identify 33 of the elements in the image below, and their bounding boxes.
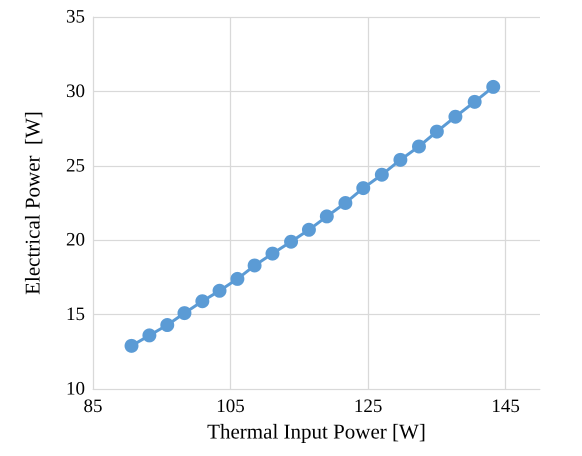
point xyxy=(412,139,426,154)
point xyxy=(195,294,210,308)
point xyxy=(230,272,244,286)
x-tick-label: 85 xyxy=(84,396,102,417)
point xyxy=(320,209,334,224)
x-tick-label: 105 xyxy=(216,396,245,417)
point xyxy=(177,306,192,320)
point xyxy=(374,168,389,182)
point xyxy=(393,152,408,167)
point xyxy=(142,328,156,342)
x-tick-label: 145 xyxy=(491,396,520,417)
y-tick-label: 10 xyxy=(66,378,85,400)
point xyxy=(124,338,139,353)
point xyxy=(212,284,227,298)
point xyxy=(302,222,316,237)
x-axis-title: Thermal Input Power [W] xyxy=(207,419,426,444)
point xyxy=(266,246,280,261)
y-tick-label: 35 xyxy=(66,6,85,28)
y-tick-label: 20 xyxy=(66,230,85,251)
point xyxy=(248,258,262,272)
point xyxy=(486,80,500,94)
y-axis-title: Electrical Power [W] xyxy=(20,111,44,295)
point xyxy=(468,94,482,109)
point xyxy=(430,124,444,139)
point xyxy=(284,234,298,249)
y-tick-label: 15 xyxy=(66,304,85,326)
point xyxy=(448,110,462,124)
x-tick-label: 125 xyxy=(354,396,382,417)
point xyxy=(356,181,370,196)
point xyxy=(160,318,174,332)
y-tick-label: 30 xyxy=(66,80,85,102)
point xyxy=(338,196,352,210)
y-tick-label: 25 xyxy=(66,155,85,176)
